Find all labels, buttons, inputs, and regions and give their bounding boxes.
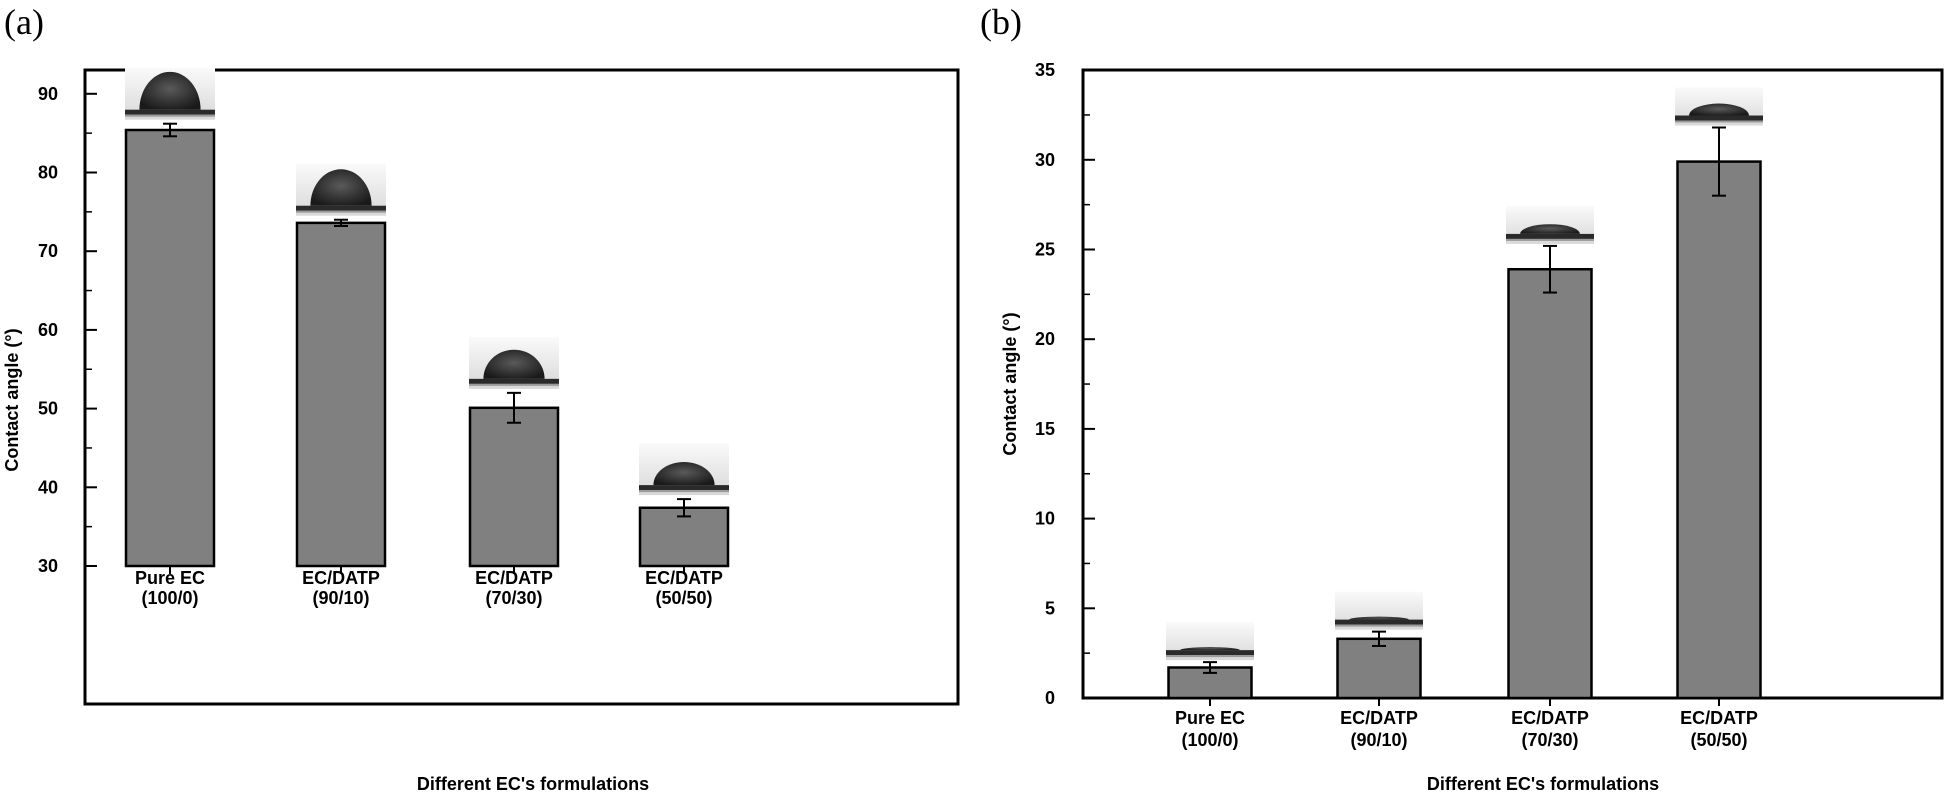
y-tick-label-a: 50: [38, 399, 58, 419]
droplet-substrate: [469, 378, 559, 384]
droplet-reflection: [296, 210, 386, 213]
y-tick-label-b: 25: [1035, 240, 1055, 260]
droplet-shape: [1520, 224, 1580, 234]
y-tick-label-a: 90: [38, 84, 58, 104]
bar-group-b-2: EC/DATP(90/10): [1335, 591, 1423, 750]
water-droplet-photo: [296, 163, 386, 216]
x-axis-title-b: Different EC's formulations: [1427, 774, 1659, 794]
y-axis-title-b: Contact angle (°): [1000, 312, 1020, 455]
droplet-substrate: [1166, 650, 1254, 656]
y-tick-label-b: 15: [1035, 419, 1055, 439]
y-tick-label-b: 35: [1035, 60, 1055, 80]
category-label-b-1: Pure EC: [1175, 708, 1245, 728]
water-droplet-photo: [1675, 87, 1763, 126]
category-label-b-2: EC/DATP: [1340, 708, 1418, 728]
bar-group-a-1: Pure EC(100/0): [124, 67, 216, 608]
droplet-substrate: [639, 485, 729, 491]
bar-b-4: [1676, 160, 1762, 700]
y-tick-label-b: 30: [1035, 150, 1055, 170]
category-label-a-4: EC/DATP: [645, 568, 723, 588]
category-sublabel-a-1: (100/0): [141, 588, 198, 608]
droplet-substrate: [125, 109, 215, 115]
y-tick-label-a: 60: [38, 320, 58, 340]
category-sublabel-b-1: (100/0): [1181, 730, 1238, 750]
droplet-substrate: [1335, 619, 1423, 625]
droplet-shape: [310, 169, 372, 206]
bar-b-3: [1507, 267, 1593, 700]
y-tick-label-b: 0: [1045, 688, 1055, 708]
droplet-reflection: [1506, 238, 1594, 241]
water-droplet-photo: [1166, 622, 1254, 661]
water-droplet-photo: [469, 336, 559, 389]
category-label-b-3: EC/DATP: [1511, 708, 1589, 728]
chart-panel-b: (b) 0 5 10 15 20 25 30 35 Pure EC(100/0) EC/DATP…: [980, 2, 1944, 794]
y-tick-label-b: 20: [1035, 329, 1055, 349]
bar-b-2: [1336, 637, 1422, 700]
bar-group-a-2: EC/DATP(90/10): [295, 163, 387, 608]
category-label-b-4: EC/DATP: [1680, 708, 1758, 728]
droplet-shape: [1349, 616, 1409, 620]
bar-group-b-4: EC/DATP(50/50): [1675, 87, 1763, 750]
bar-group-a-4: EC/DATP(50/50): [638, 443, 730, 608]
bar-a-3: [468, 406, 560, 568]
x-axis-title-a: Different EC's formulations: [417, 774, 649, 794]
category-label-a-3: EC/DATP: [475, 568, 553, 588]
bar-group-b-3: EC/DATP(70/30): [1506, 205, 1594, 750]
water-droplet-photo: [125, 67, 215, 120]
bar-a-1: [124, 128, 216, 568]
bar-a-2: [295, 221, 387, 568]
droplet-reflection: [1675, 120, 1763, 123]
droplet-reflection: [639, 490, 729, 493]
category-sublabel-b-4: (50/50): [1690, 730, 1747, 750]
droplet-reflection: [1335, 624, 1423, 627]
category-label-a-1: Pure EC: [135, 568, 205, 588]
y-tick-label-a: 40: [38, 477, 58, 497]
bar-group-b-1: Pure EC(100/0): [1166, 622, 1254, 750]
y-tick-label-b: 5: [1045, 598, 1055, 618]
panel-label-a: (a): [4, 2, 44, 42]
droplet-substrate: [1506, 233, 1594, 239]
panel-label-b: (b): [980, 2, 1022, 42]
category-sublabel-a-2: (90/10): [312, 588, 369, 608]
droplet-shape: [483, 349, 545, 379]
droplet-reflection: [469, 383, 559, 386]
droplet-shape: [653, 462, 715, 486]
y-tick-label-a: 30: [38, 556, 58, 576]
y-axis-title-a: Contact angle (°): [2, 328, 22, 471]
category-sublabel-a-3: (70/30): [485, 588, 542, 608]
droplet-shape: [1689, 103, 1749, 116]
chart-panel-a: (a) 30 40 50 60 70 80 90 Pure EC(100/0) EC/DATP…: [2, 2, 960, 794]
plot-frame-a: [83, 68, 960, 706]
water-droplet-photo: [639, 443, 729, 496]
y-tick-label-a: 80: [38, 163, 58, 183]
y-tick-label-b: 10: [1035, 509, 1055, 529]
droplet-substrate: [1675, 115, 1763, 121]
bar-group-a-3: EC/DATP(70/30): [468, 336, 560, 608]
water-droplet-photo: [1335, 591, 1423, 630]
droplet-shape: [139, 71, 201, 110]
category-sublabel-b-2: (90/10): [1350, 730, 1407, 750]
bars-b: Pure EC(100/0)EC/DATP(90/10)EC/DATP(70/3…: [1166, 87, 1763, 750]
y-tick-label-a: 70: [38, 241, 58, 261]
droplet-reflection: [1166, 655, 1254, 658]
category-label-a-2: EC/DATP: [302, 568, 380, 588]
droplet-shape: [1180, 647, 1240, 651]
category-sublabel-a-4: (50/50): [655, 588, 712, 608]
droplet-substrate: [296, 205, 386, 211]
bars-a: Pure EC(100/0)EC/DATP(90/10)EC/DATP(70/3…: [124, 67, 730, 608]
category-sublabel-b-3: (70/30): [1521, 730, 1578, 750]
droplet-reflection: [125, 114, 215, 117]
water-droplet-photo: [1506, 205, 1594, 244]
y-axis-b: 0 5 10 15 20 25 30 35: [1035, 60, 1095, 708]
y-axis-a: 30 40 50 60 70 80 90: [38, 84, 97, 576]
